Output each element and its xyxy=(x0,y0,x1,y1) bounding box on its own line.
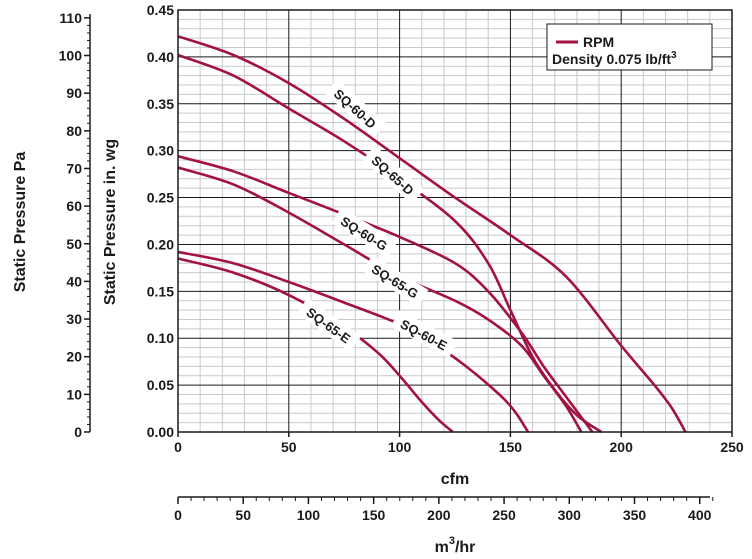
chart-axes: 0 50 100 150 200 2500.000.050.100.150.200.250… xyxy=(59,2,744,523)
y2-tick-label: 0 xyxy=(74,424,82,440)
x2-axis-title: m3/hr xyxy=(435,535,476,556)
y-tick-label: 0.40 xyxy=(147,49,174,65)
curve-sq-65-e xyxy=(177,257,454,433)
curve-label-text: SQ-65-D xyxy=(369,153,417,198)
chart-grid xyxy=(178,10,732,432)
curve-label-bg xyxy=(390,310,458,358)
x-axis-title: cfm xyxy=(441,471,469,488)
curve-sq-65-g xyxy=(177,166,583,433)
legend: RPM Density 0.075 lb/ft3 xyxy=(546,23,713,71)
y2-tick-label: 10 xyxy=(66,386,82,402)
y2-tick-label: 40 xyxy=(66,273,82,289)
y2-tick-label: 90 xyxy=(66,85,82,101)
x2-tick-label: 300 xyxy=(558,507,582,523)
curve-label-bg xyxy=(362,255,429,307)
curve-label-bg xyxy=(324,78,387,138)
x-tick-label: 250 xyxy=(720,439,744,455)
plot-frame xyxy=(177,9,733,433)
x-tick-label: 200 xyxy=(610,439,634,455)
x-tick-label: 50 xyxy=(281,439,297,455)
x2-tick-label: 0 xyxy=(174,507,182,523)
y2-tick-label: 50 xyxy=(66,236,82,252)
y2-tick-label: 20 xyxy=(66,349,82,365)
y-tick-label: 0.20 xyxy=(147,236,174,252)
curve-label-bg xyxy=(331,207,398,259)
y2-tick-label: 70 xyxy=(66,160,82,176)
x-tick-label: 0 xyxy=(174,439,182,455)
y-tick-label: 0.30 xyxy=(147,143,174,159)
x-tick-label: 150 xyxy=(499,439,523,455)
curve-label-bg xyxy=(296,297,362,352)
x2-tick-label: 100 xyxy=(297,507,321,523)
y2-tick-label: 60 xyxy=(66,198,82,214)
y-tick-label: 0.25 xyxy=(147,190,174,206)
x2-tick-label: 250 xyxy=(492,507,516,523)
y-tick-label: 0.00 xyxy=(147,424,174,440)
y-tick-label: 0.35 xyxy=(147,96,174,112)
y-tick-label: 0.45 xyxy=(147,2,174,18)
y-tick-label: 0.05 xyxy=(147,377,174,393)
legend-rpm-label: RPM xyxy=(583,34,614,50)
y2-tick-label: 110 xyxy=(59,10,82,26)
y2-tick-label: 80 xyxy=(66,123,82,139)
legend-box xyxy=(546,23,713,71)
y-tick-label: 0.15 xyxy=(147,283,174,299)
legend-density-label: Density 0.075 lb/ft3 xyxy=(552,50,677,67)
curve-sq-60-g xyxy=(177,155,594,433)
curve-label-bg xyxy=(362,145,425,204)
x2-tick-label: 400 xyxy=(688,507,712,523)
curve-label-sq-60-e: SQ-60-E xyxy=(390,310,458,358)
x2-tick-label: 50 xyxy=(235,507,251,523)
series-layer xyxy=(177,35,687,434)
x2-tick-label: 150 xyxy=(362,507,386,523)
y2-axis-title: Static Pressure Pa xyxy=(12,152,29,293)
x2-tick-label: 200 xyxy=(427,507,451,523)
y2-tick-label: 30 xyxy=(66,311,82,327)
x-tick-label: 100 xyxy=(388,439,412,455)
y2-tick-label: 100 xyxy=(59,48,83,64)
y-tick-label: 0.10 xyxy=(147,330,174,346)
y-axis-title: Static Pressure in. wg xyxy=(102,139,119,305)
curve-sq-60-d xyxy=(177,35,687,433)
x2-tick-label: 350 xyxy=(623,507,647,523)
